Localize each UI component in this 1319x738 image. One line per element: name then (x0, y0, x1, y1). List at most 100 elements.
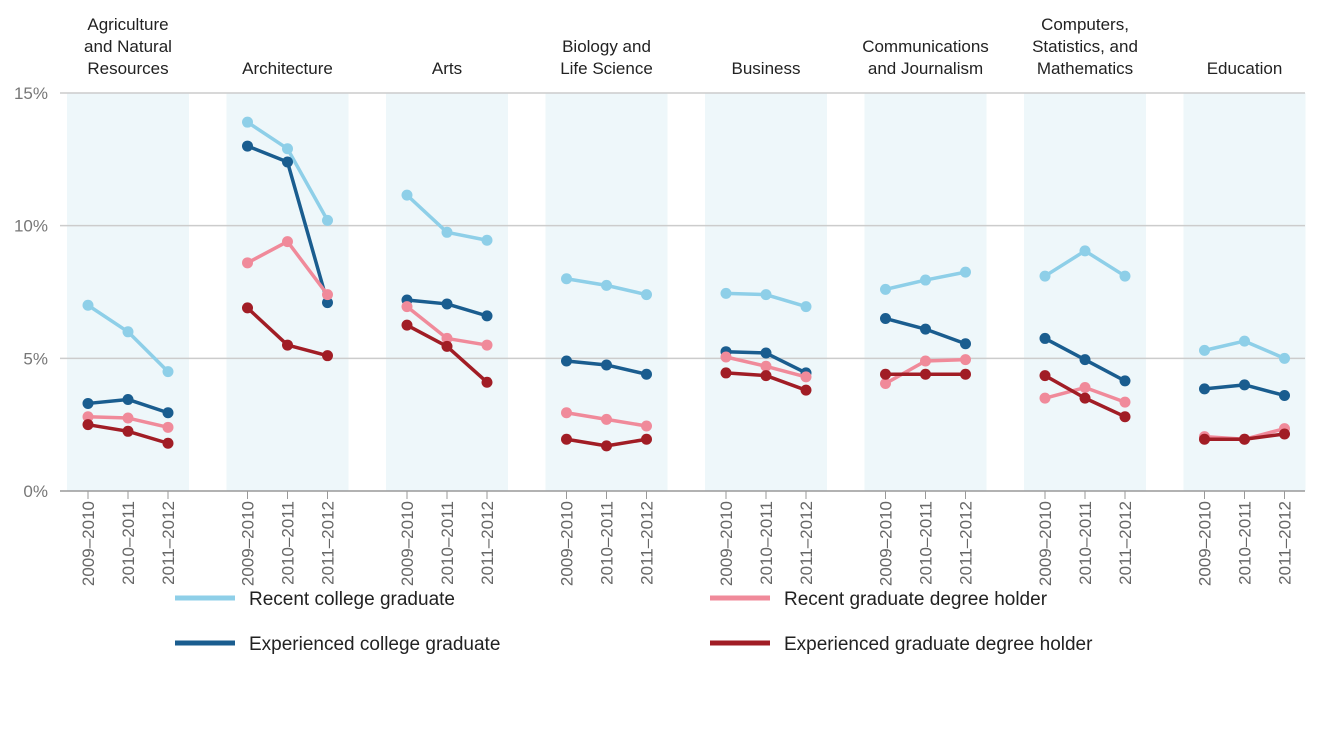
legend-label: Experienced college graduate (249, 634, 500, 655)
data-point (1119, 270, 1131, 282)
x-tick-label: 2010–2011 (1236, 501, 1255, 585)
data-point (1079, 354, 1091, 366)
data-point (920, 274, 931, 286)
panel-title: Life Science (560, 59, 653, 78)
data-point (122, 425, 134, 437)
data-point (561, 273, 572, 285)
panel-title: and Journalism (868, 59, 983, 78)
data-point (122, 412, 134, 424)
data-point (601, 359, 612, 371)
data-point (322, 350, 333, 362)
data-point (760, 289, 772, 301)
panel-background (386, 93, 508, 491)
data-point (880, 378, 891, 390)
data-point (441, 226, 453, 238)
data-point (322, 297, 333, 309)
data-point (920, 323, 931, 335)
data-point (401, 319, 413, 331)
x-tick-label: 2009–2010 (1196, 501, 1215, 586)
panel-title: Arts (432, 59, 462, 78)
data-point (162, 421, 174, 433)
data-point (322, 289, 333, 301)
data-point (960, 266, 971, 278)
data-point (122, 326, 134, 338)
data-point (282, 236, 293, 248)
x-tick-label: 2011–2012 (957, 501, 976, 585)
data-point (481, 310, 493, 322)
panel-title: Computers, (1041, 15, 1129, 34)
data-point (322, 214, 333, 226)
data-point (162, 366, 174, 378)
panel-title: Resources (87, 59, 168, 78)
data-point (800, 301, 812, 313)
data-point (920, 355, 931, 367)
data-point (82, 419, 94, 431)
data-point (481, 376, 493, 388)
legend-label: Recent graduate degree holder (784, 589, 1048, 610)
y-tick-label: 15% (14, 84, 48, 103)
data-point (1079, 392, 1091, 404)
data-point (641, 420, 652, 432)
data-point (441, 298, 453, 310)
x-tick-label: 2011–2012 (1276, 501, 1295, 585)
x-tick-label: 2009–2010 (398, 501, 417, 586)
data-point (561, 355, 572, 367)
data-point (1199, 344, 1210, 356)
data-point (1279, 428, 1290, 440)
panel-title: Biology and (562, 37, 651, 56)
data-point (1119, 411, 1131, 423)
data-point (920, 368, 931, 380)
data-point (282, 143, 293, 155)
data-point (760, 370, 772, 382)
data-point (242, 116, 253, 128)
data-point (641, 368, 652, 380)
data-point (800, 384, 812, 396)
data-point (242, 257, 253, 269)
data-point (242, 302, 253, 314)
panel-title: Communications (862, 37, 989, 56)
data-point (880, 283, 891, 295)
x-tick-label: 2011–2012 (1116, 501, 1135, 585)
data-point (1039, 392, 1051, 404)
x-tick-label: 2009–2010 (717, 501, 736, 586)
data-point (601, 279, 612, 291)
x-tick-label: 2009–2010 (239, 501, 258, 586)
data-point (481, 339, 493, 351)
x-tick-label: 2011–2012 (319, 501, 338, 585)
data-point (960, 368, 971, 380)
x-tick-label: 2009–2010 (558, 501, 577, 586)
data-point (282, 156, 293, 168)
data-point (1199, 383, 1210, 395)
x-tick-label: 2010–2011 (279, 501, 298, 585)
x-tick-label: 2009–2010 (79, 501, 98, 586)
data-point (601, 440, 612, 452)
panel-title: Agriculture (87, 15, 168, 34)
data-point (1119, 375, 1131, 387)
panel-background (1024, 93, 1146, 491)
panel-title: Statistics, and (1032, 37, 1138, 56)
panel-title: Education (1207, 59, 1283, 78)
data-point (1039, 370, 1051, 382)
data-point (242, 140, 253, 152)
data-point (880, 313, 891, 325)
data-point (760, 360, 772, 372)
panel-title: Architecture (242, 59, 333, 78)
legend-label: Experienced graduate degree holder (784, 634, 1093, 655)
data-point (82, 397, 94, 409)
data-point (1079, 382, 1091, 394)
data-point (122, 393, 134, 405)
x-tick-label: 2010–2011 (757, 501, 776, 585)
x-tick-label: 2011–2012 (478, 501, 497, 585)
x-tick-label: 2009–2010 (877, 501, 896, 586)
data-point (960, 338, 971, 350)
y-tick-label: 10% (14, 217, 48, 236)
data-point (1199, 433, 1210, 445)
data-point (720, 287, 732, 299)
data-point (401, 189, 413, 201)
data-point (720, 351, 732, 363)
data-point (561, 433, 572, 445)
data-point (1079, 245, 1091, 257)
x-tick-label: 2010–2011 (438, 501, 457, 585)
x-tick-label: 2011–2012 (797, 501, 816, 585)
data-point (1119, 396, 1131, 408)
